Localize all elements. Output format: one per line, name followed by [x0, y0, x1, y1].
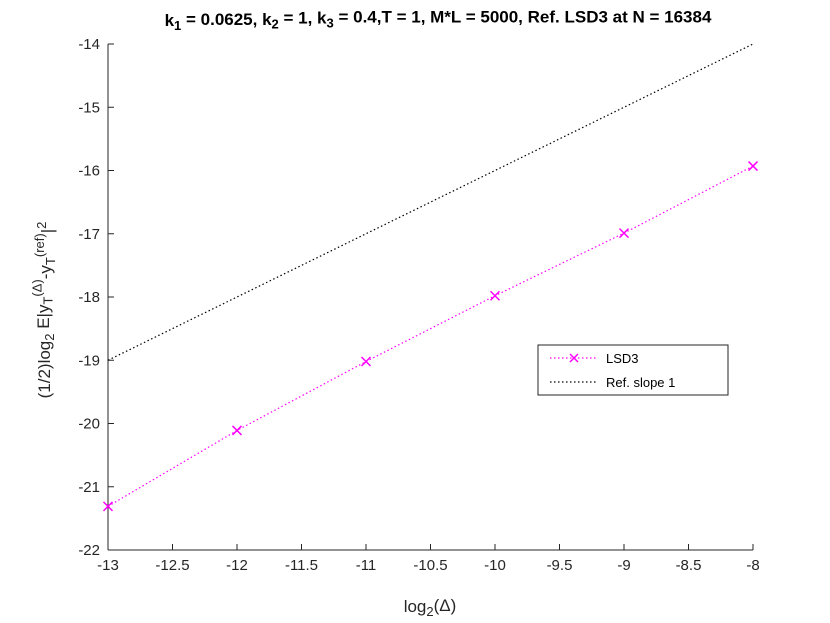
x-tick-label: -13: [97, 557, 119, 574]
y-tick-label: -17: [78, 226, 100, 243]
legend-label-lsd3: LSD3: [606, 351, 639, 366]
x-tick-label: -10: [484, 557, 506, 574]
data-point-lsd3: [102, 501, 114, 512]
y-tick-label: -21: [78, 479, 100, 496]
y-tick-label: -19: [78, 352, 100, 369]
data-point-lsd3: [360, 356, 372, 367]
data-point-lsd3: [618, 228, 630, 239]
y-tick-label: -16: [78, 163, 100, 180]
x-axis-label: log2(Δ): [404, 596, 457, 619]
x-tick-label: -8.5: [676, 557, 702, 574]
x-tick-label: -9: [617, 557, 630, 574]
series-line-ref-slope-1: [107, 43, 754, 361]
plot-area: -13 -12.5 -12 -11.5 -11 -10.5 -10 -9.5 -9 -8.5 -8 -…: [78, 36, 759, 574]
y-tick-label: -22: [78, 542, 100, 559]
chart-title: k1 = 0.0625, k2 = 1, k3 = 0.4,T = 1, M*L…: [165, 7, 712, 33]
data-point-lsd3: [231, 425, 243, 436]
legend-box: [537, 344, 729, 396]
x-tick-label: -8: [746, 557, 759, 574]
x-tick-label: -12.5: [155, 557, 189, 574]
y-tick-label: -20: [78, 416, 100, 433]
x-tick-label: -11: [356, 557, 377, 574]
x-tick-label: -12: [226, 557, 248, 574]
data-point-lsd3: [747, 161, 759, 172]
y-tick-label: -18: [78, 289, 100, 306]
legend-label-ref-slope-1: Ref. slope 1: [606, 375, 675, 390]
y-tick-label: -15: [78, 99, 100, 116]
x-tick-label: -9.5: [547, 557, 573, 574]
legend-marker-lsd3: [569, 353, 579, 363]
x-tick-label: -11.5: [285, 557, 318, 574]
y-tick-label: -14: [78, 36, 100, 53]
legend: LSD3 Ref. slope 1: [537, 344, 729, 396]
y-axis-label: (1/2)log2 E|yT(Δ)-yT(ref)|2: [30, 222, 58, 399]
data-point-lsd3: [489, 290, 501, 301]
x-tick-label: -10.5: [413, 557, 447, 574]
series-line-lsd3: [107, 165, 754, 507]
